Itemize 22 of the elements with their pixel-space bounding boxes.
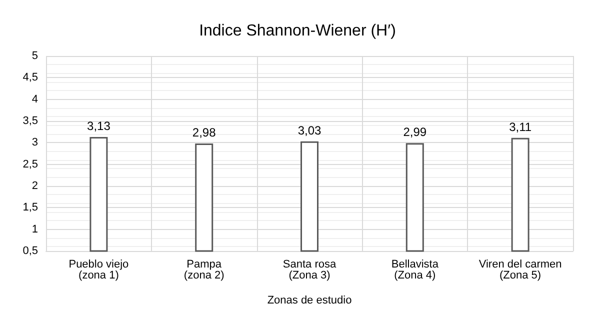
y-tick-label: 3,5 — [22, 115, 38, 127]
y-tick-label: 3 — [32, 136, 38, 149]
y-tick-label: 1 — [32, 223, 38, 236]
y-tick-label: 1,5 — [22, 202, 38, 214]
y-tick-label: 4 — [32, 93, 38, 106]
data-label: 2,98 — [192, 126, 216, 140]
x-tick-label: Bellavista (Zona 4) — [391, 258, 440, 282]
x-tick-label: Pueblo viejo (zona 1) — [68, 258, 129, 282]
x-tick-label: Viren del carmen (Zona 5) — [478, 258, 562, 282]
x-tick-label: Santa rosa (Zona 3) — [282, 258, 337, 282]
data-label: 3,13 — [87, 119, 111, 134]
y-tick-label: 0,5 — [22, 245, 38, 257]
chart-title: Indice Shannon-Wiener (H′) — [199, 22, 396, 40]
y-tick-label: 5 — [32, 50, 38, 62]
y-tick-label: 2,5 — [22, 158, 38, 170]
data-label: 3,03 — [298, 123, 322, 138]
data-label: 3,11 — [509, 120, 532, 134]
y-tick-label: 2 — [32, 180, 38, 192]
y-tick-label: 4,5 — [22, 72, 38, 84]
x-tick-label: Pampa (zona 2) — [184, 258, 224, 282]
x-axis-title: Zonas de estudio — [267, 294, 352, 306]
data-label: 2,99 — [403, 125, 427, 140]
